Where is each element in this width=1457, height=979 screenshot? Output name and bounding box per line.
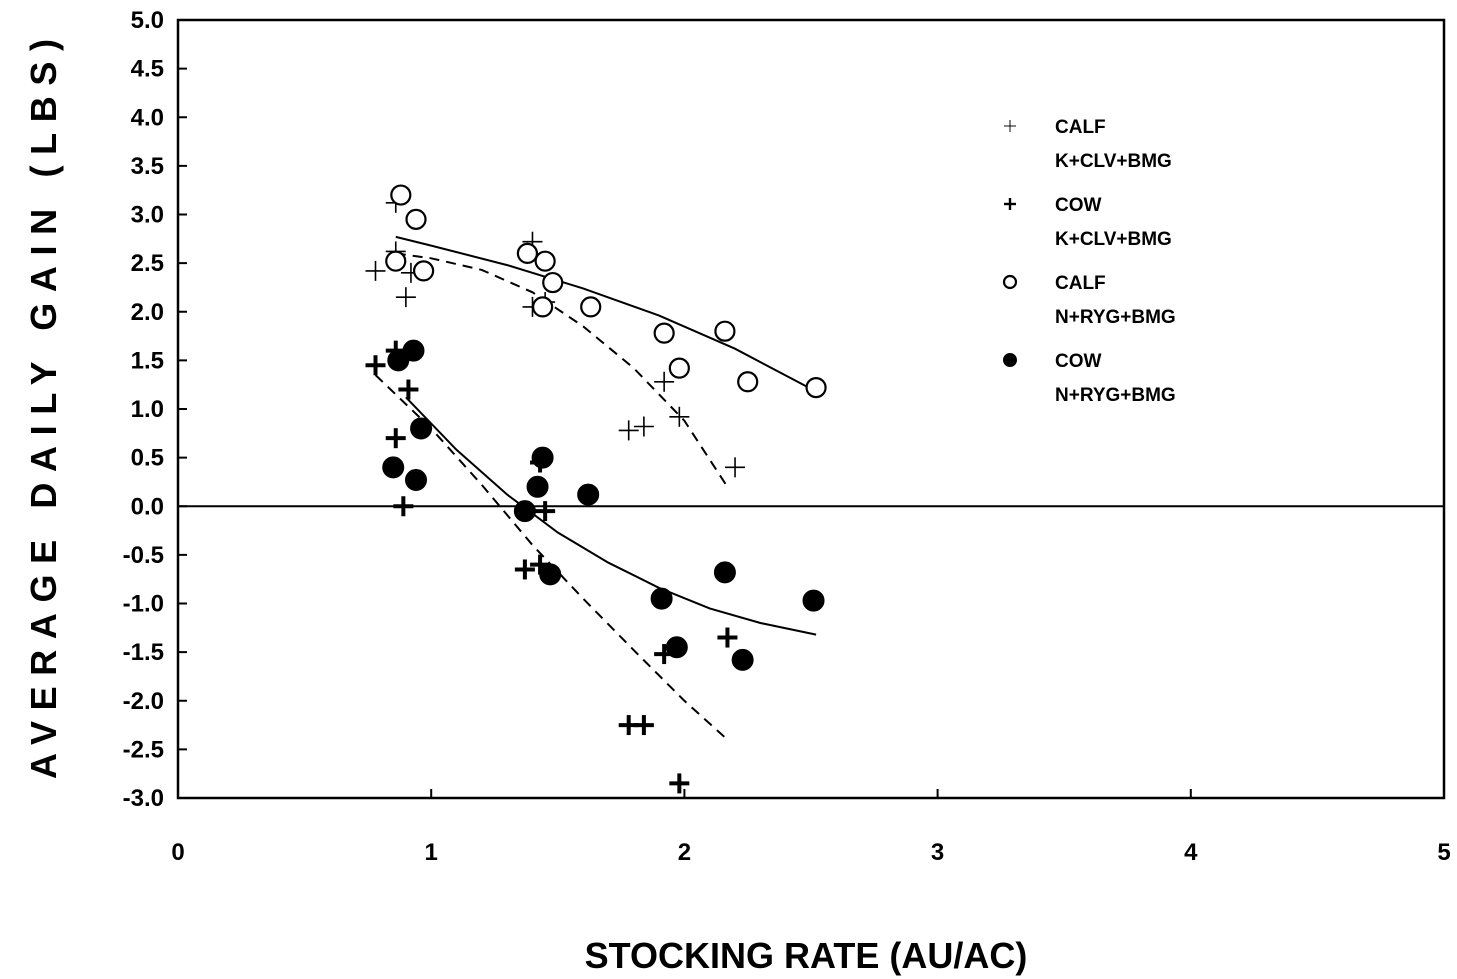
legend-label-line1: COW [1055,195,1102,216]
data-point-cow-n-ryg-bmg [650,587,673,610]
y-tick-label: 5.0 [131,7,164,34]
y-tick-label: -2.0 [123,688,164,715]
data-point-cow-n-ryg-bmg [526,475,549,498]
data-point-calf-k-clv-bmg [395,287,416,308]
y-tick-label: 2.5 [131,250,164,277]
legend-label-line1: CALF [1055,117,1106,138]
y-tick-label: 0.0 [131,493,164,520]
data-point-calf-n-ryg-bmg [516,242,539,264]
x-tick-label: 5 [1437,839,1450,866]
y-tick-label: 4.0 [131,104,164,131]
data-point-cow-k-clv-bmg [717,627,738,648]
trend-lines [374,235,817,741]
trend-line-calf-k-clv-bmg [395,252,729,488]
data-point-cow-n-ryg-bmg [387,349,410,372]
legend-entry: CALF K+CLV+BMG [1004,117,1172,172]
legend-marker [1002,274,1018,290]
data-point-cow-n-ryg-bmg [539,563,562,586]
data-point-cow-k-clv-bmg [393,496,414,517]
data-point-calf-k-clv-bmg [365,260,386,281]
x-tick-label: 2 [678,839,691,866]
data-point-cow-k-clv-bmg [514,559,535,580]
data-point-calf-n-ryg-bmg [737,371,759,393]
data-point-cow-n-ryg-bmg [405,468,428,491]
trend-line-cow-n-ryg-bmg [405,396,817,636]
y-axis-ticks: 5.0 4.5 4.0 3.5 3.0 2.5 2.0 1.5 1.0 0.5 0.0 -0.5 -1.… [123,7,187,812]
legend-entry: COW K+CLV+BMG [1004,195,1172,250]
data-point-cow-k-clv-bmg [398,379,419,400]
data-point-calf-k-clv-bmg [633,416,654,437]
y-axis-title: AVERAGE DAILY GAIN (LBS) [23,39,64,779]
data-point-calf-n-ryg-bmg [542,271,564,294]
data-point-calf-n-ryg-bmg [413,260,435,282]
x-axis-ticks: 0 1 2 3 4 5 [171,789,1451,866]
data-point-calf-k-clv-bmg [669,406,690,427]
y-tick-label: 2.0 [131,299,164,326]
data-point-calf-n-ryg-bmg [390,184,412,206]
data-point-cow-k-clv-bmg [535,501,556,522]
data-point-cow-k-clv-bmg [365,355,386,376]
data-point-cow-n-ryg-bmg [665,636,688,659]
data-point-cow-n-ryg-bmg [713,561,736,584]
data-point-calf-k-clv-bmg [725,457,746,478]
data-point-calf-n-ryg-bmg [405,208,427,230]
legend-label-line2: K+CLV+BMG [1055,229,1172,250]
data-point-cow-n-ryg-bmg [802,589,825,612]
trend-line-cow-k-clv-bmg [374,374,729,741]
data-point-calf-n-ryg-bmg [668,357,690,379]
x-axis-title: STOCKING RATE (AU/AC) [585,935,1028,976]
data-point-cow-n-ryg-bmg [731,648,754,671]
x-tick-label: 1 [425,839,438,866]
legend-marker [1004,198,1017,211]
legend-label-line2: K+CLV+BMG [1055,151,1172,172]
y-tick-label: 3.0 [131,202,164,229]
plot-frame [176,18,1446,800]
data-point-calf-n-ryg-bmg [532,296,554,318]
data-point-calf-n-ryg-bmg [534,250,556,272]
data-point-calf-n-ryg-bmg [714,320,736,342]
y-tick-label: 3.5 [131,153,164,180]
x-tick-label: 4 [1184,839,1198,866]
data-point-calf-n-ryg-bmg [805,377,827,399]
legend-label-line2: N+RYG+BMG [1055,307,1176,328]
data-point-cow-n-ryg-bmg [382,456,405,479]
x-tick-label: 3 [931,839,944,866]
y-tick-label: -3.0 [123,785,164,812]
data-point-cow-n-ryg-bmg [531,446,554,469]
legend-label-line2: N+RYG+BMG [1055,385,1176,406]
y-tick-label: 4.5 [131,56,164,83]
data-point-cow-n-ryg-bmg [577,483,600,506]
legend-entry: CALF N+RYG+BMG [1002,273,1176,328]
data-points [365,184,827,794]
data-point-calf-n-ryg-bmg [653,322,675,344]
y-tick-label: -0.5 [123,542,164,569]
data-point-calf-k-clv-bmg [654,371,675,392]
data-point-cow-n-ryg-bmg [410,417,433,440]
legend-entry: COW N+RYG+BMG [1003,351,1176,406]
y-tick-label: 0.5 [131,445,164,472]
y-tick-label: -1.0 [123,591,164,618]
legend: CALFK+CLV+BMGCOWK+CLV+BMGCALFN+RYG+BMGCO… [1002,117,1176,406]
data-point-calf-n-ryg-bmg [580,296,602,318]
legend-marker [1004,119,1017,132]
y-tick-label: -2.5 [123,736,164,763]
y-tick-label: -1.5 [123,639,164,666]
data-point-cow-k-clv-bmg [669,773,690,794]
y-tick-label: 1.0 [131,396,164,423]
data-point-cow-k-clv-bmg [385,428,406,449]
y-tick-label: 1.5 [131,347,164,374]
trend-line-calf-n-ryg-bmg [395,235,817,393]
x-tick-label: 0 [171,839,184,866]
data-point-calf-k-clv-bmg [618,420,639,441]
data-point-calf-n-ryg-bmg [385,250,407,272]
legend-marker [1003,353,1017,367]
legend-label-line1: COW [1055,351,1102,372]
data-point-cow-k-clv-bmg [633,715,654,736]
data-point-cow-n-ryg-bmg [513,500,536,523]
legend-label-line1: CALF [1055,273,1106,294]
